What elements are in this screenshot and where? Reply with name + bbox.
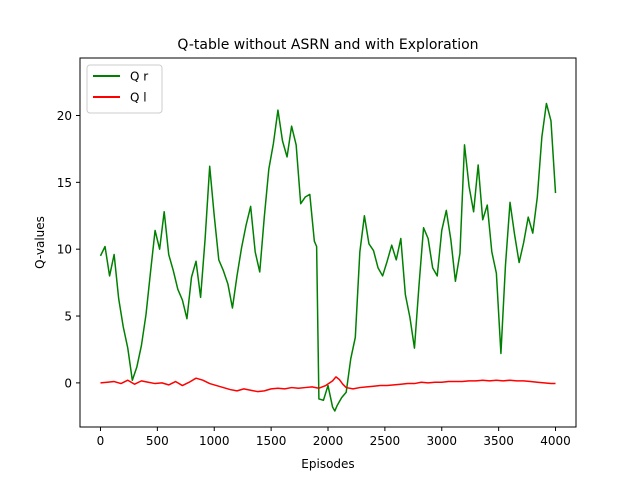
x-tick-label: 3000	[426, 434, 457, 448]
chart-title: Q-table without ASRN and with Exploratio…	[177, 37, 478, 53]
legend-label-q-l: Q l	[130, 91, 147, 105]
legend: Q r Q l	[86, 64, 163, 114]
series-line-q-r	[99, 102, 557, 412]
y-tick-label: 10	[57, 243, 72, 257]
series-layer	[99, 102, 557, 412]
y-axis-label: Q-values	[33, 216, 47, 269]
x-tick-label: 2500	[370, 434, 401, 448]
x-axis-label: Episodes	[301, 457, 354, 471]
x-tick-label: 2000	[313, 434, 344, 448]
x-tick-label: 1500	[256, 434, 287, 448]
y-tick-label: 15	[57, 176, 72, 190]
x-tick-label: 0	[97, 434, 105, 448]
x-tick-label: 500	[146, 434, 169, 448]
y-tick-label: 0	[64, 376, 72, 390]
y-axis: 0 5 10 15 20	[57, 109, 80, 390]
series-line-q-l	[100, 376, 556, 393]
y-tick-label: 20	[57, 109, 72, 123]
x-axis: 0 500 1000 1500 2000 2500 3000 3500 4000	[97, 427, 571, 448]
y-tick-label: 5	[64, 310, 72, 324]
x-tick-label: 1000	[199, 434, 230, 448]
x-tick-label: 4000	[540, 434, 571, 448]
legend-box	[86, 64, 163, 114]
x-tick-label: 3500	[483, 434, 514, 448]
legend-label-q-r: Q r	[130, 70, 148, 84]
